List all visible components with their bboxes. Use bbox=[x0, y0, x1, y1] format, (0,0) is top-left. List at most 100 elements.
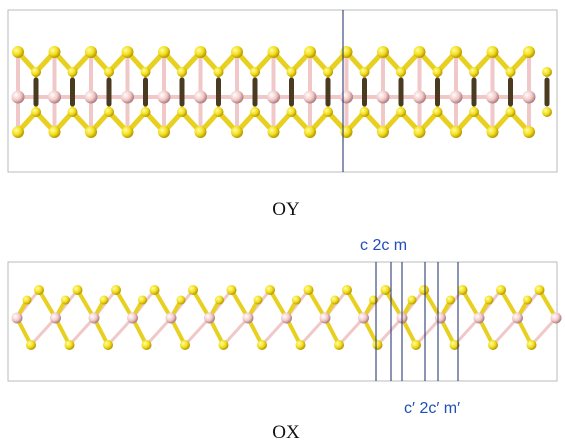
sulfur-atom bbox=[487, 126, 499, 138]
sulfur-atom bbox=[450, 126, 462, 138]
sulfur-atom bbox=[254, 296, 263, 305]
sulfur-atom bbox=[26, 340, 36, 350]
sulfur-atom bbox=[49, 46, 61, 58]
sulfur-atom bbox=[523, 296, 532, 305]
sulfur-atom bbox=[469, 67, 479, 77]
sulfur-atom bbox=[214, 107, 224, 117]
sulfur-atom bbox=[369, 296, 378, 305]
sulfur-atom bbox=[180, 340, 190, 350]
sulfur-atom bbox=[377, 46, 389, 58]
sulfur-atom bbox=[487, 46, 499, 58]
sulfur-atom bbox=[419, 285, 429, 295]
sulfur-atom bbox=[334, 340, 344, 350]
sulfur-atom bbox=[250, 67, 260, 77]
top-annotation: c 2c m bbox=[360, 237, 407, 254]
sulfur-atom bbox=[506, 107, 516, 117]
sulfur-atom bbox=[292, 296, 301, 305]
metal-atom bbox=[304, 91, 317, 104]
sulfur-atom bbox=[227, 285, 237, 295]
sulfur-atom bbox=[214, 67, 224, 77]
sulfur-atom bbox=[469, 107, 479, 117]
sulfur-atom bbox=[177, 296, 186, 305]
sulfur-atom bbox=[433, 107, 443, 117]
sulfur-atom bbox=[31, 67, 41, 77]
metal-atom bbox=[166, 313, 177, 324]
sulfur-atom bbox=[360, 67, 370, 77]
sulfur-atom bbox=[485, 296, 494, 305]
metal-atom bbox=[512, 313, 523, 324]
sulfur-atom bbox=[414, 126, 426, 138]
sulfur-atom bbox=[195, 126, 207, 138]
sulfur-atom bbox=[100, 296, 109, 305]
metal-atom bbox=[281, 313, 292, 324]
sulfur-atom bbox=[535, 285, 545, 295]
metal-atom bbox=[12, 91, 25, 104]
metal-atom bbox=[486, 91, 499, 104]
sulfur-atom bbox=[450, 46, 462, 58]
sulfur-atom bbox=[104, 67, 114, 77]
sulfur-atom bbox=[141, 67, 151, 77]
sulfur-atom bbox=[250, 107, 260, 117]
sulfur-atom bbox=[446, 296, 455, 305]
metal-atom bbox=[243, 313, 254, 324]
sulfur-atom bbox=[104, 107, 114, 117]
sulfur-atom bbox=[73, 285, 83, 295]
sulfur-atom bbox=[506, 67, 516, 77]
sulfur-atom bbox=[215, 296, 224, 305]
sulfur-atom bbox=[265, 285, 275, 295]
metal-atom bbox=[50, 313, 61, 324]
sulfur-atom bbox=[396, 67, 406, 77]
metal-atom bbox=[89, 313, 100, 324]
sulfur-atom bbox=[195, 46, 207, 58]
metal-atom bbox=[523, 91, 536, 104]
sulfur-atom bbox=[68, 107, 78, 117]
sulfur-atom bbox=[103, 340, 113, 350]
figure: OY c 2c m c′ 2c′ m′ OX bbox=[0, 0, 565, 444]
sulfur-atom bbox=[61, 296, 70, 305]
sulfur-atom bbox=[523, 126, 535, 138]
sulfur-atom bbox=[304, 285, 314, 295]
sulfur-atom bbox=[68, 67, 78, 77]
sulfur-atom bbox=[268, 46, 280, 58]
sulfur-atom bbox=[158, 46, 170, 58]
sulfur-atom bbox=[523, 46, 535, 58]
metal-atom bbox=[12, 313, 23, 324]
sulfur-atom bbox=[122, 46, 134, 58]
metal-atom bbox=[551, 313, 562, 324]
sulfur-atom bbox=[496, 285, 506, 295]
sulfur-atom bbox=[373, 340, 383, 350]
sulfur-atom bbox=[323, 67, 333, 77]
sulfur-atom bbox=[231, 46, 243, 58]
sulfur-atom bbox=[138, 296, 147, 305]
metal-atom bbox=[435, 313, 446, 324]
ox-caption: OX bbox=[272, 422, 300, 443]
sulfur-atom bbox=[414, 46, 426, 58]
sulfur-atom bbox=[527, 340, 537, 350]
sulfur-atom bbox=[219, 340, 229, 350]
sulfur-atom bbox=[341, 46, 353, 58]
sulfur-atom bbox=[23, 296, 32, 305]
sulfur-atom bbox=[360, 107, 370, 117]
sulfur-atom bbox=[458, 285, 468, 295]
metal-atom bbox=[204, 313, 215, 324]
metal-atom bbox=[121, 91, 134, 104]
sulfur-atom bbox=[12, 126, 24, 138]
metal-atom bbox=[158, 91, 171, 104]
metal-atom bbox=[377, 91, 390, 104]
metal-atom bbox=[127, 313, 138, 324]
sulfur-atom bbox=[542, 107, 552, 117]
bottom-annotation: c′ 2c′ m′ bbox=[404, 400, 460, 417]
sulfur-atom bbox=[381, 285, 391, 295]
metal-atom bbox=[85, 91, 98, 104]
sulfur-atom bbox=[85, 126, 97, 138]
sulfur-atom bbox=[268, 126, 280, 138]
metal-atom bbox=[450, 91, 463, 104]
sulfur-atom bbox=[287, 107, 297, 117]
sulfur-atom bbox=[142, 340, 152, 350]
sulfur-atom bbox=[12, 46, 24, 58]
metal-atom bbox=[358, 313, 369, 324]
sulfur-atom bbox=[34, 285, 44, 295]
metal-atom bbox=[340, 91, 353, 104]
sulfur-atom bbox=[287, 67, 297, 77]
metal-atom bbox=[48, 91, 61, 104]
